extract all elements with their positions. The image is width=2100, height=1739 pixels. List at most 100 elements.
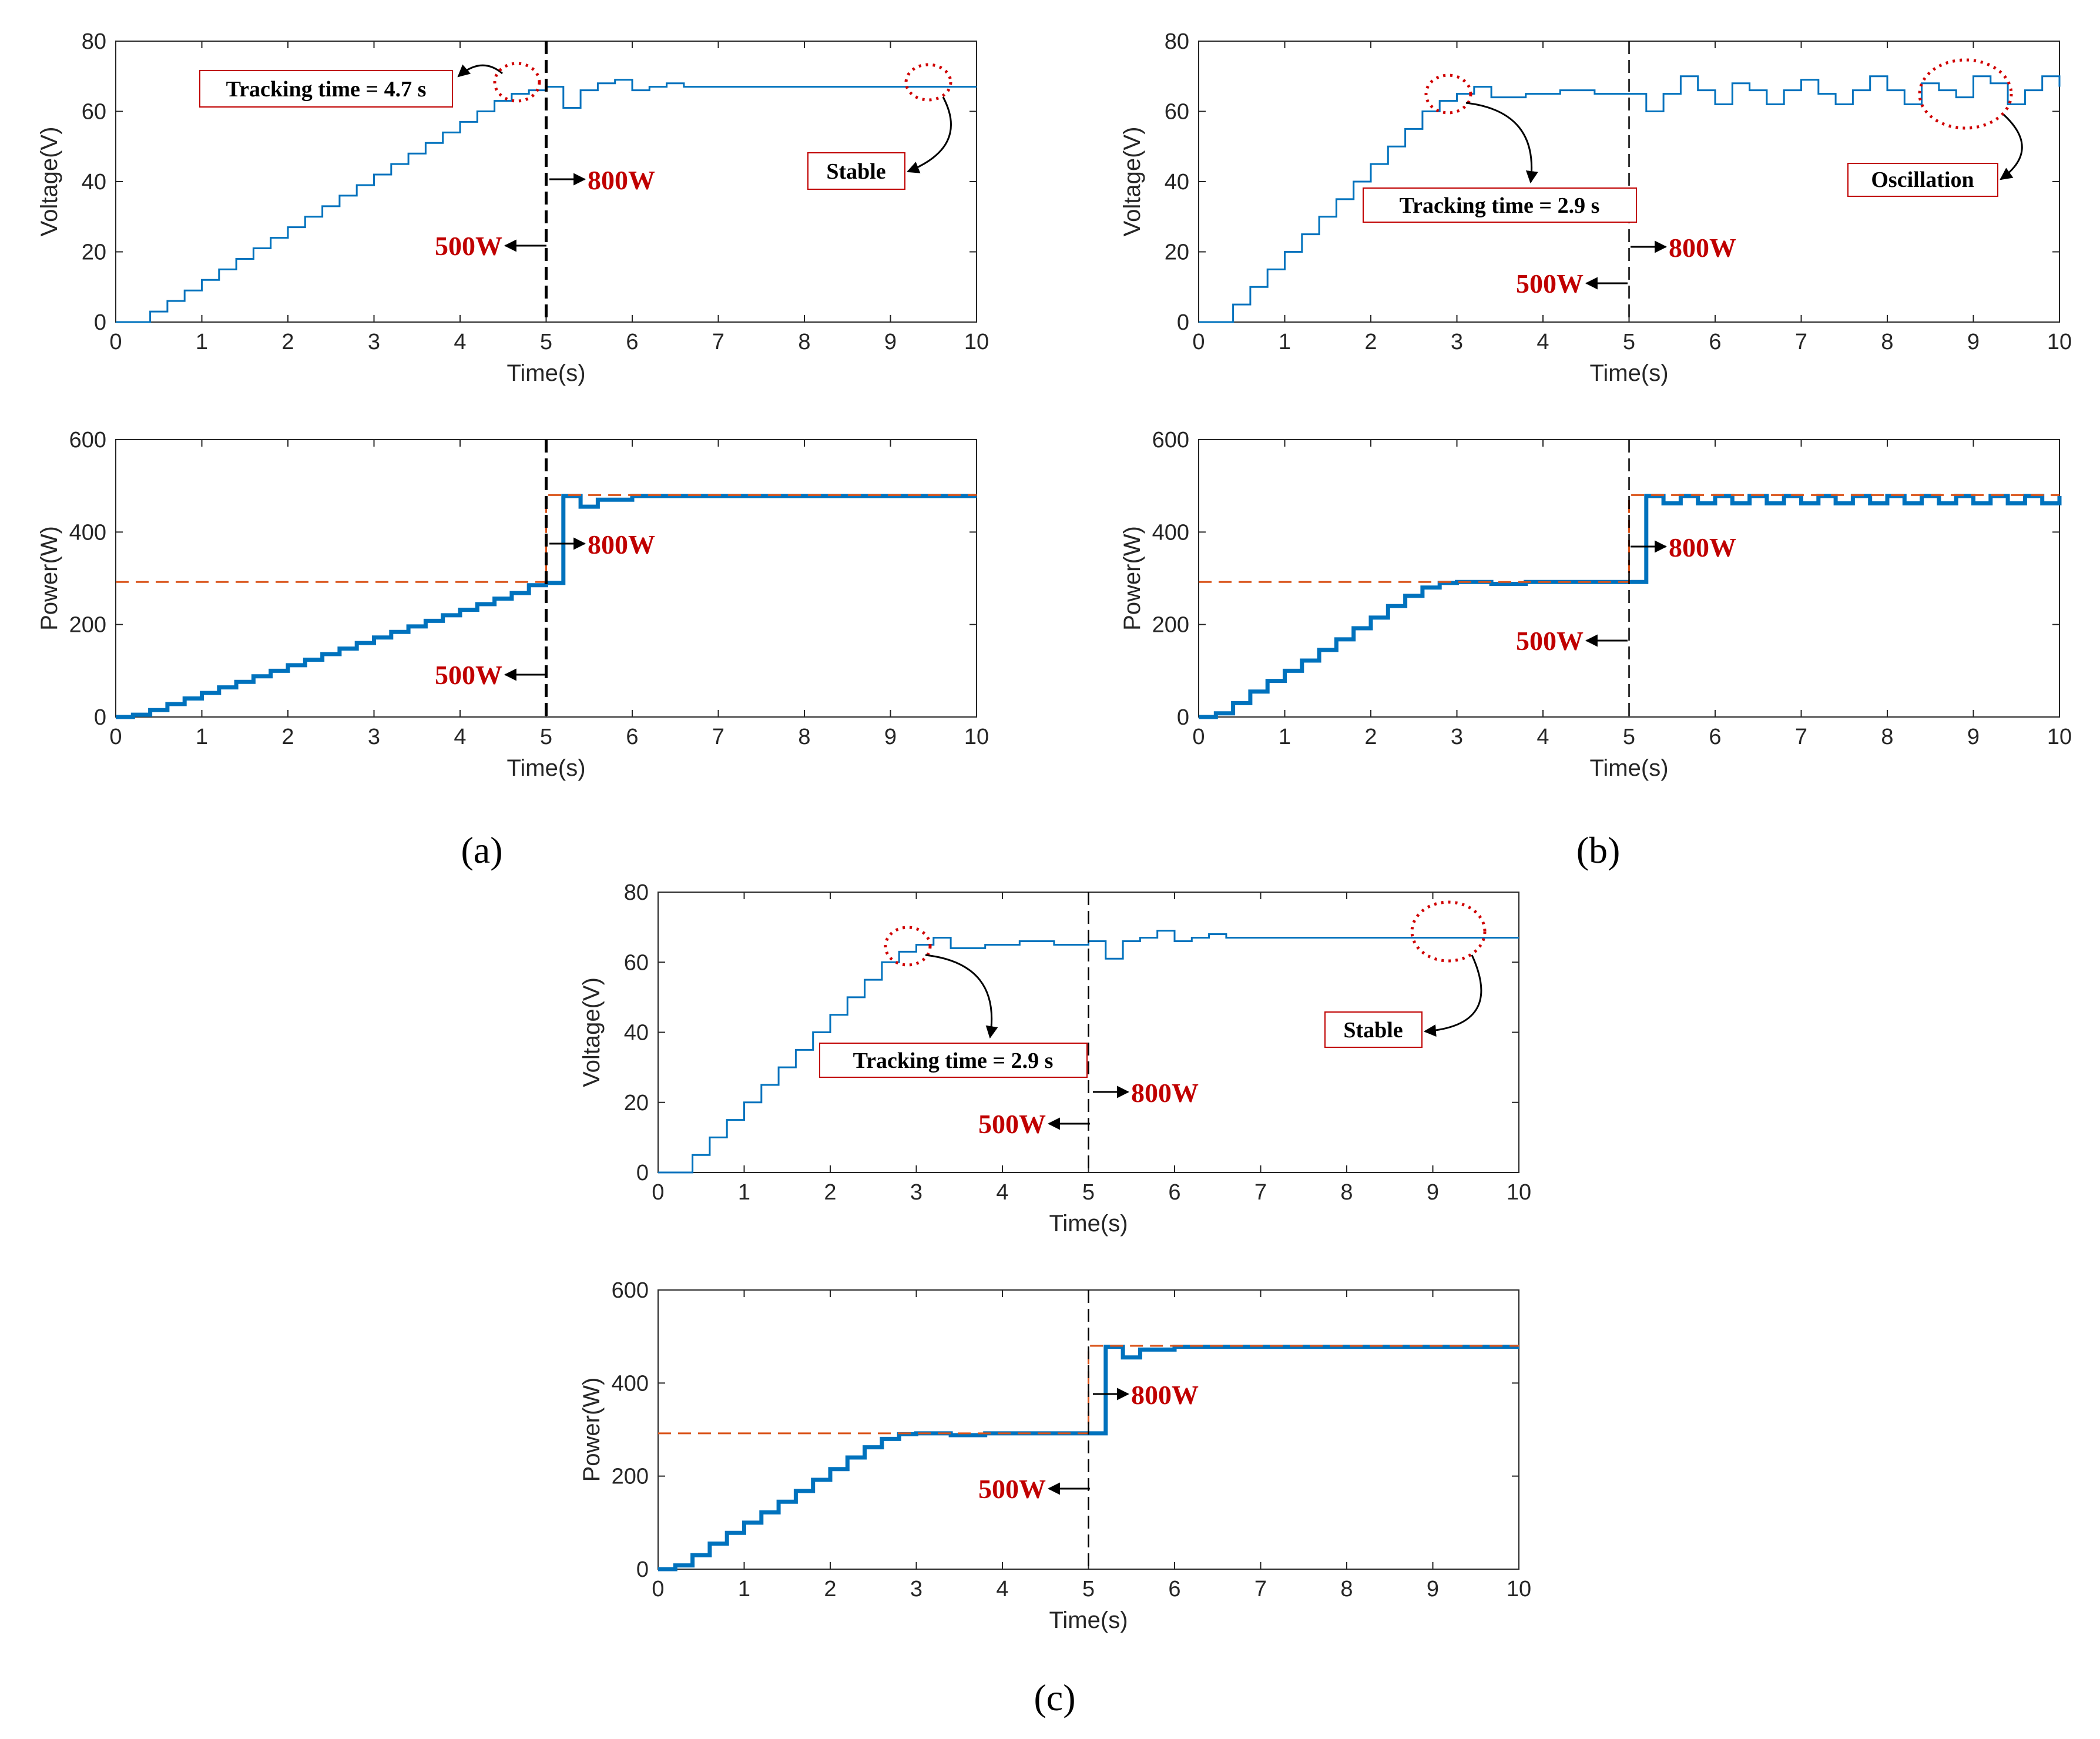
b-tracking-box <box>1363 187 1637 223</box>
c-voltage-xtick-label: 1 <box>738 1180 750 1205</box>
c-stable-arrow <box>1423 954 1482 1037</box>
a-voltage-xtick-label: 7 <box>712 330 724 354</box>
c-v-500-label: 500W <box>978 1109 1046 1139</box>
c-voltage-ytick-label: 0 <box>636 1161 649 1185</box>
c-power-xtick-label: 5 <box>1082 1577 1095 1601</box>
a-p-500-label: 500W <box>435 660 502 690</box>
a-power-xtick-label: 7 <box>712 725 724 749</box>
c-power-ytick-label: 200 <box>612 1465 649 1489</box>
b-tracking-arrow <box>1465 102 1538 184</box>
b-power-annotations: 800W 500W <box>1516 532 1736 656</box>
c-power-xtick-label: 9 <box>1427 1577 1439 1601</box>
a-power-xtick-label: 6 <box>626 725 638 749</box>
a-p-800-label: 800W <box>588 530 655 559</box>
c-voltage-xtick-label: 4 <box>996 1180 1008 1205</box>
b-voltage-series-voltage <box>1199 75 2061 323</box>
c-voltage-xtick-label: 8 <box>1340 1180 1353 1205</box>
panel-label-c: (c) <box>1034 1677 1075 1718</box>
a-voltage-ytick-label: 0 <box>94 310 106 335</box>
c-voltage-ytick-label: 20 <box>624 1091 649 1115</box>
a-power-series-power <box>116 494 977 719</box>
c-v-800-label: 800W <box>1131 1078 1199 1108</box>
a-voltage-xlabel: Time(s) <box>506 360 585 386</box>
b-voltage-xtick-label: 1 <box>1279 330 1291 354</box>
b-voltage-ylabel: Voltage(V) <box>1119 127 1145 237</box>
a-tracking-arrow <box>457 64 503 78</box>
b-p-800-label: 800W <box>1669 532 1736 562</box>
a-voltage-ytick-label: 80 <box>82 29 106 54</box>
c-power-xtick-label: 0 <box>652 1577 664 1601</box>
c-tracking-label: Tracking time = 2.9 s <box>853 1048 1054 1073</box>
a-power-xtick-label: 2 <box>281 725 294 749</box>
c-power-xtick-label: 7 <box>1254 1577 1267 1601</box>
b-v-500-label: 500W <box>1516 269 1584 299</box>
panel-label-a: (a) <box>461 829 502 871</box>
b-power-xtick-label: 9 <box>1967 725 1980 749</box>
a-voltage-xtick-label: 9 <box>884 330 897 354</box>
b-voltage-xtick-label: 8 <box>1881 330 1893 354</box>
c-tracking-box <box>819 1043 1088 1078</box>
b-voltage-xtick-label: 10 <box>2047 330 2072 354</box>
b-voltage-xtick-label: 4 <box>1537 330 1549 354</box>
a-tracking-circle <box>493 62 541 103</box>
c-voltage-xtick-label: 0 <box>652 1180 664 1205</box>
plot-c-power: 0 1 2 3 4 5 6 7 8 9 10 0 200 400 600 Time(s) Power(W) <box>579 1278 1531 1633</box>
a-voltage-xtick-label: 0 <box>109 330 122 354</box>
c-voltage-ylabel: Voltage(V) <box>579 977 605 1087</box>
panel-label-b: (b) <box>1576 829 1621 871</box>
b-power-ytick-label: 400 <box>1152 520 1189 545</box>
c-p-800-label: 800W <box>1131 1380 1199 1410</box>
b-oscillation-arrow <box>2000 113 2023 180</box>
b-voltage-xtick-label: 9 <box>1967 330 1980 354</box>
c-stable-circle <box>1410 900 1487 963</box>
a-voltage-ytick-label: 60 <box>82 100 106 125</box>
c-voltage-xlabel: Time(s) <box>1049 1211 1128 1237</box>
c-power-annotations: 800W 500W <box>978 1380 1199 1504</box>
b-voltage-ytick-label: 80 <box>1165 29 1189 54</box>
b-power-xlabel: Time(s) <box>1589 755 1668 781</box>
b-oscillation-box <box>1847 163 1998 197</box>
b-voltage-xtick-label: 7 <box>1795 330 1807 354</box>
b-v-800-label: 800W <box>1669 233 1736 263</box>
b-power-xtick-label: 8 <box>1881 725 1893 749</box>
a-power-ytick-label: 200 <box>69 613 106 638</box>
b-oscillation-label: Oscillation <box>1871 167 1974 192</box>
c-power-xtick-label: 6 <box>1168 1577 1180 1601</box>
c-voltage-annotations: Tracking time = 2.9 s Stable 800W 500W <box>819 900 1487 1139</box>
c-voltage-xtick-label: 9 <box>1427 1180 1439 1205</box>
a-stable-arrow <box>907 96 952 173</box>
a-stable-label: Stable <box>826 159 885 184</box>
b-power-ylabel: Power(W) <box>1119 526 1145 631</box>
a-power-ytick-label: 400 <box>69 520 106 545</box>
b-tracking-circle <box>1424 73 1472 115</box>
c-voltage-ytick-label: 60 <box>624 950 649 975</box>
b-power-xtick-label: 4 <box>1537 725 1549 749</box>
c-p-500-label: 500W <box>978 1474 1046 1504</box>
c-tracking-circle <box>884 926 932 967</box>
b-voltage-ytick-label: 20 <box>1165 240 1189 265</box>
a-v-500-label: 500W <box>435 231 502 261</box>
b-tracking-label: Tracking time = 2.9 s <box>1400 193 1600 218</box>
b-voltage-xtick-label: 5 <box>1623 330 1635 354</box>
a-power-xtick-label: 4 <box>454 725 466 749</box>
c-voltage-xtick-label: 5 <box>1082 1180 1095 1205</box>
b-power-xtick-label: 10 <box>2047 725 2072 749</box>
c-power-ytick-label: 600 <box>612 1278 649 1303</box>
a-v-800-label: 800W <box>588 165 655 195</box>
a-voltage-xtick-label: 6 <box>626 330 638 354</box>
b-voltage-ytick-label: 0 <box>1177 310 1189 335</box>
a-voltage-xtick-label: 2 <box>281 330 294 354</box>
c-voltage-xtick-label: 10 <box>1507 1180 1531 1205</box>
c-voltage-xtick-label: 7 <box>1254 1180 1267 1205</box>
b-voltage-xtick-label: 3 <box>1451 330 1463 354</box>
b-voltage-xlabel: Time(s) <box>1589 360 1668 386</box>
b-voltage-xtick-label: 2 <box>1364 330 1377 354</box>
b-power-series-power <box>1199 494 2062 719</box>
b-power-xtick-label: 6 <box>1709 725 1721 749</box>
c-voltage-xtick-label: 6 <box>1168 1180 1180 1205</box>
b-power-xtick-label: 2 <box>1364 725 1377 749</box>
c-power-xtick-label: 10 <box>1507 1577 1531 1601</box>
b-power-xtick-label: 1 <box>1279 725 1291 749</box>
b-power-ytick-label: 600 <box>1152 428 1189 453</box>
b-power-xtick-label: 5 <box>1623 725 1635 749</box>
